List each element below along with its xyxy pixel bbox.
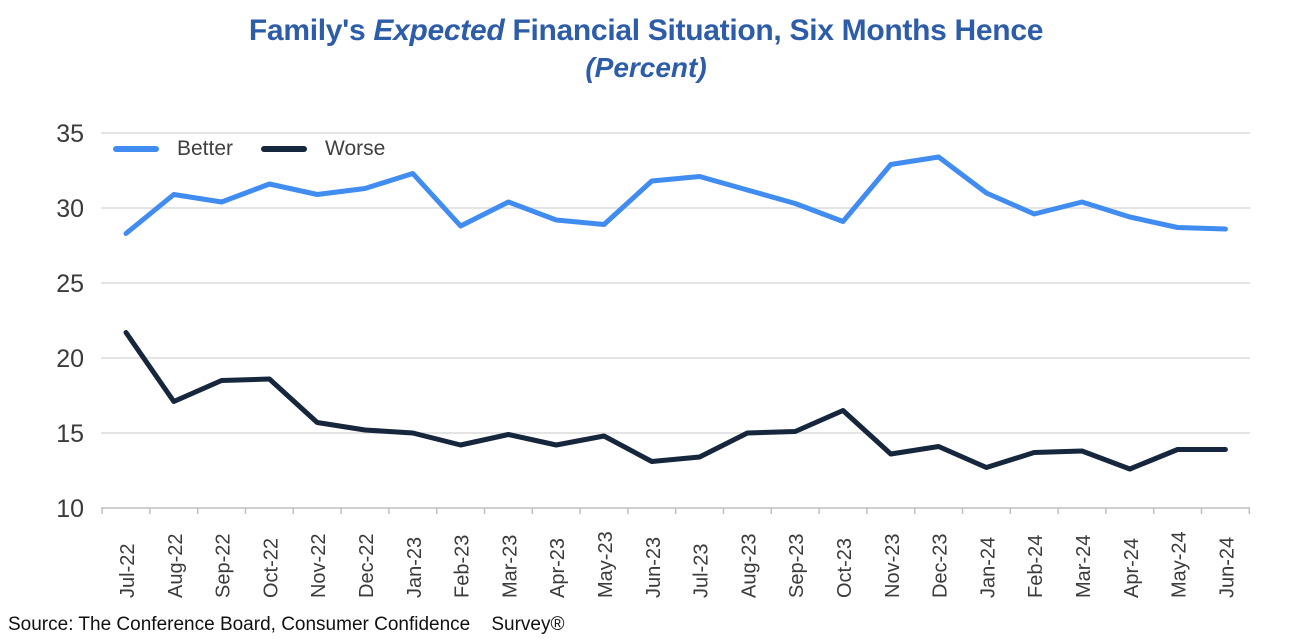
x-tick-label: May-23	[595, 531, 617, 598]
x-tick-label: Feb-24	[1025, 535, 1047, 598]
chart-legend: Better Worse	[113, 137, 385, 161]
x-tick-label: Aug-23	[738, 534, 760, 599]
chart-title: Family's Expected Financial Situation, S…	[0, 14, 1292, 48]
x-tick-label: Sep-23	[786, 534, 808, 599]
legend-item-better: Better	[113, 137, 233, 161]
y-tick-label: 15	[56, 420, 84, 448]
source-note: Source: The Conference Board, Consumer C…	[8, 614, 565, 635]
x-tick-label: Dec-22	[356, 534, 378, 598]
y-tick-label: 25	[56, 270, 84, 298]
x-tick-label: Aug-22	[165, 534, 187, 599]
legend-item-worse: Worse	[261, 137, 385, 161]
x-tick-label: Apr-24	[1121, 538, 1143, 598]
y-tick-label: 20	[56, 345, 84, 373]
y-tick-label: 35	[56, 120, 84, 148]
series-line-worse	[123, 330, 1228, 472]
y-tick-label: 30	[56, 195, 84, 223]
legend-label-worse: Worse	[325, 137, 386, 160]
y-tick-label: 10	[56, 495, 84, 523]
x-tick-label: Jan-23	[404, 537, 426, 598]
x-tick-label: Jul-22	[117, 544, 139, 598]
x-tick-label: Mar-24	[1073, 535, 1095, 598]
x-tick-label: Sep-22	[213, 534, 235, 599]
x-tick-label: Jul-23	[691, 544, 713, 598]
x-tick-label: Jun-23	[643, 537, 665, 598]
legend-swatch-worse	[261, 146, 308, 152]
chart-subtitle: (Percent)	[585, 52, 707, 83]
x-tick-label: May-24	[1169, 531, 1191, 598]
x-tick-label: Oct-23	[834, 538, 856, 598]
x-tick-label: Jun-24	[1216, 537, 1238, 598]
x-tick-label: Dec-23	[930, 534, 952, 598]
x-tick-label: Mar-23	[499, 535, 521, 598]
title-emphasis: Expected	[373, 14, 505, 47]
x-tick-label: Oct-22	[260, 538, 282, 598]
x-tick-label: Nov-23	[882, 534, 904, 598]
legend-swatch-better	[113, 146, 159, 152]
x-tick-label: Nov-22	[308, 534, 330, 598]
x-tick-label: Apr-23	[547, 538, 569, 598]
legend-label-better: Better	[177, 137, 234, 160]
series-line-better	[123, 154, 1228, 236]
title-suffix: Financial Situation, Six Months Hence	[504, 14, 1044, 47]
x-tick-label: Feb-23	[452, 535, 474, 598]
x-tick-label: Jan-24	[977, 537, 999, 598]
title-prefix: Family's	[248, 14, 374, 47]
